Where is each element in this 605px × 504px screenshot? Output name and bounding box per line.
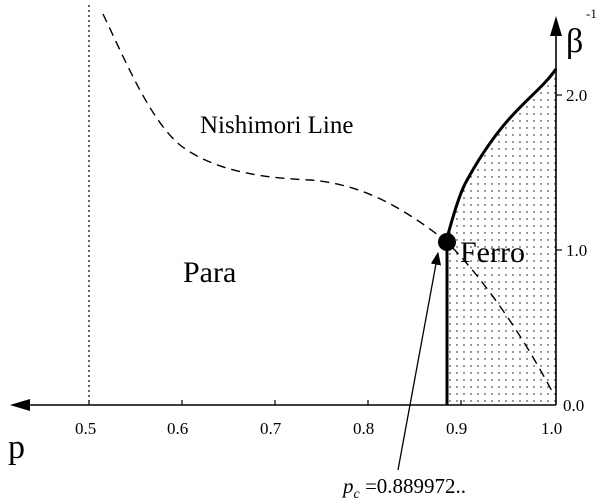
y-tick-label: 2.0 [566,86,587,105]
x-tick-label: 1.0 [541,419,562,438]
ferro-region-shading [447,69,556,405]
x-tick-label: 0.6 [167,419,188,438]
para-region-label: Para [183,256,236,289]
critical-point-marker [438,233,456,251]
phase-boundary [445,68,558,405]
x-tick-label: 0.5 [75,419,96,438]
nishimori-line-label: Nishimori Line [200,112,353,139]
nishimori-line [102,13,555,396]
x-tick-label: 0.8 [353,419,374,438]
x-tick-label: 0.9 [446,419,467,438]
critical-point-label: pc =0.889972.. [341,474,466,502]
y-axis-label-superscript: -1 [586,6,597,21]
ferro-region-label: Ferro [460,236,525,269]
y-tick-label: 0.0 [563,396,584,415]
y-axis-label: β [566,23,583,60]
x-tick-label: 0.7 [260,419,282,438]
x-axis-label: p [8,429,25,466]
critical-point-arrow [397,251,441,471]
y-tick-label: 1.0 [566,241,587,260]
y-axis-arrowhead [550,16,562,36]
x-axis-arrowhead [10,399,30,411]
